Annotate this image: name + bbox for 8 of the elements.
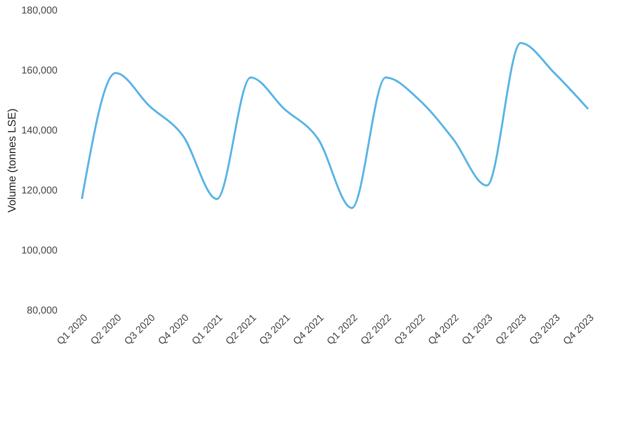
y-tick-label: 120,000 [21, 186, 58, 196]
y-tick-label: 160,000 [21, 66, 58, 76]
y-tick-label: 80,000 [26, 306, 58, 316]
y-tick-label: 100,000 [21, 246, 58, 256]
y-tick-label: 180,000 [21, 6, 58, 16]
y-axis-title: Volume (tonnes LSE) [6, 108, 18, 212]
y-tick-label: 140,000 [21, 126, 58, 136]
line-series [80, 42, 590, 209]
